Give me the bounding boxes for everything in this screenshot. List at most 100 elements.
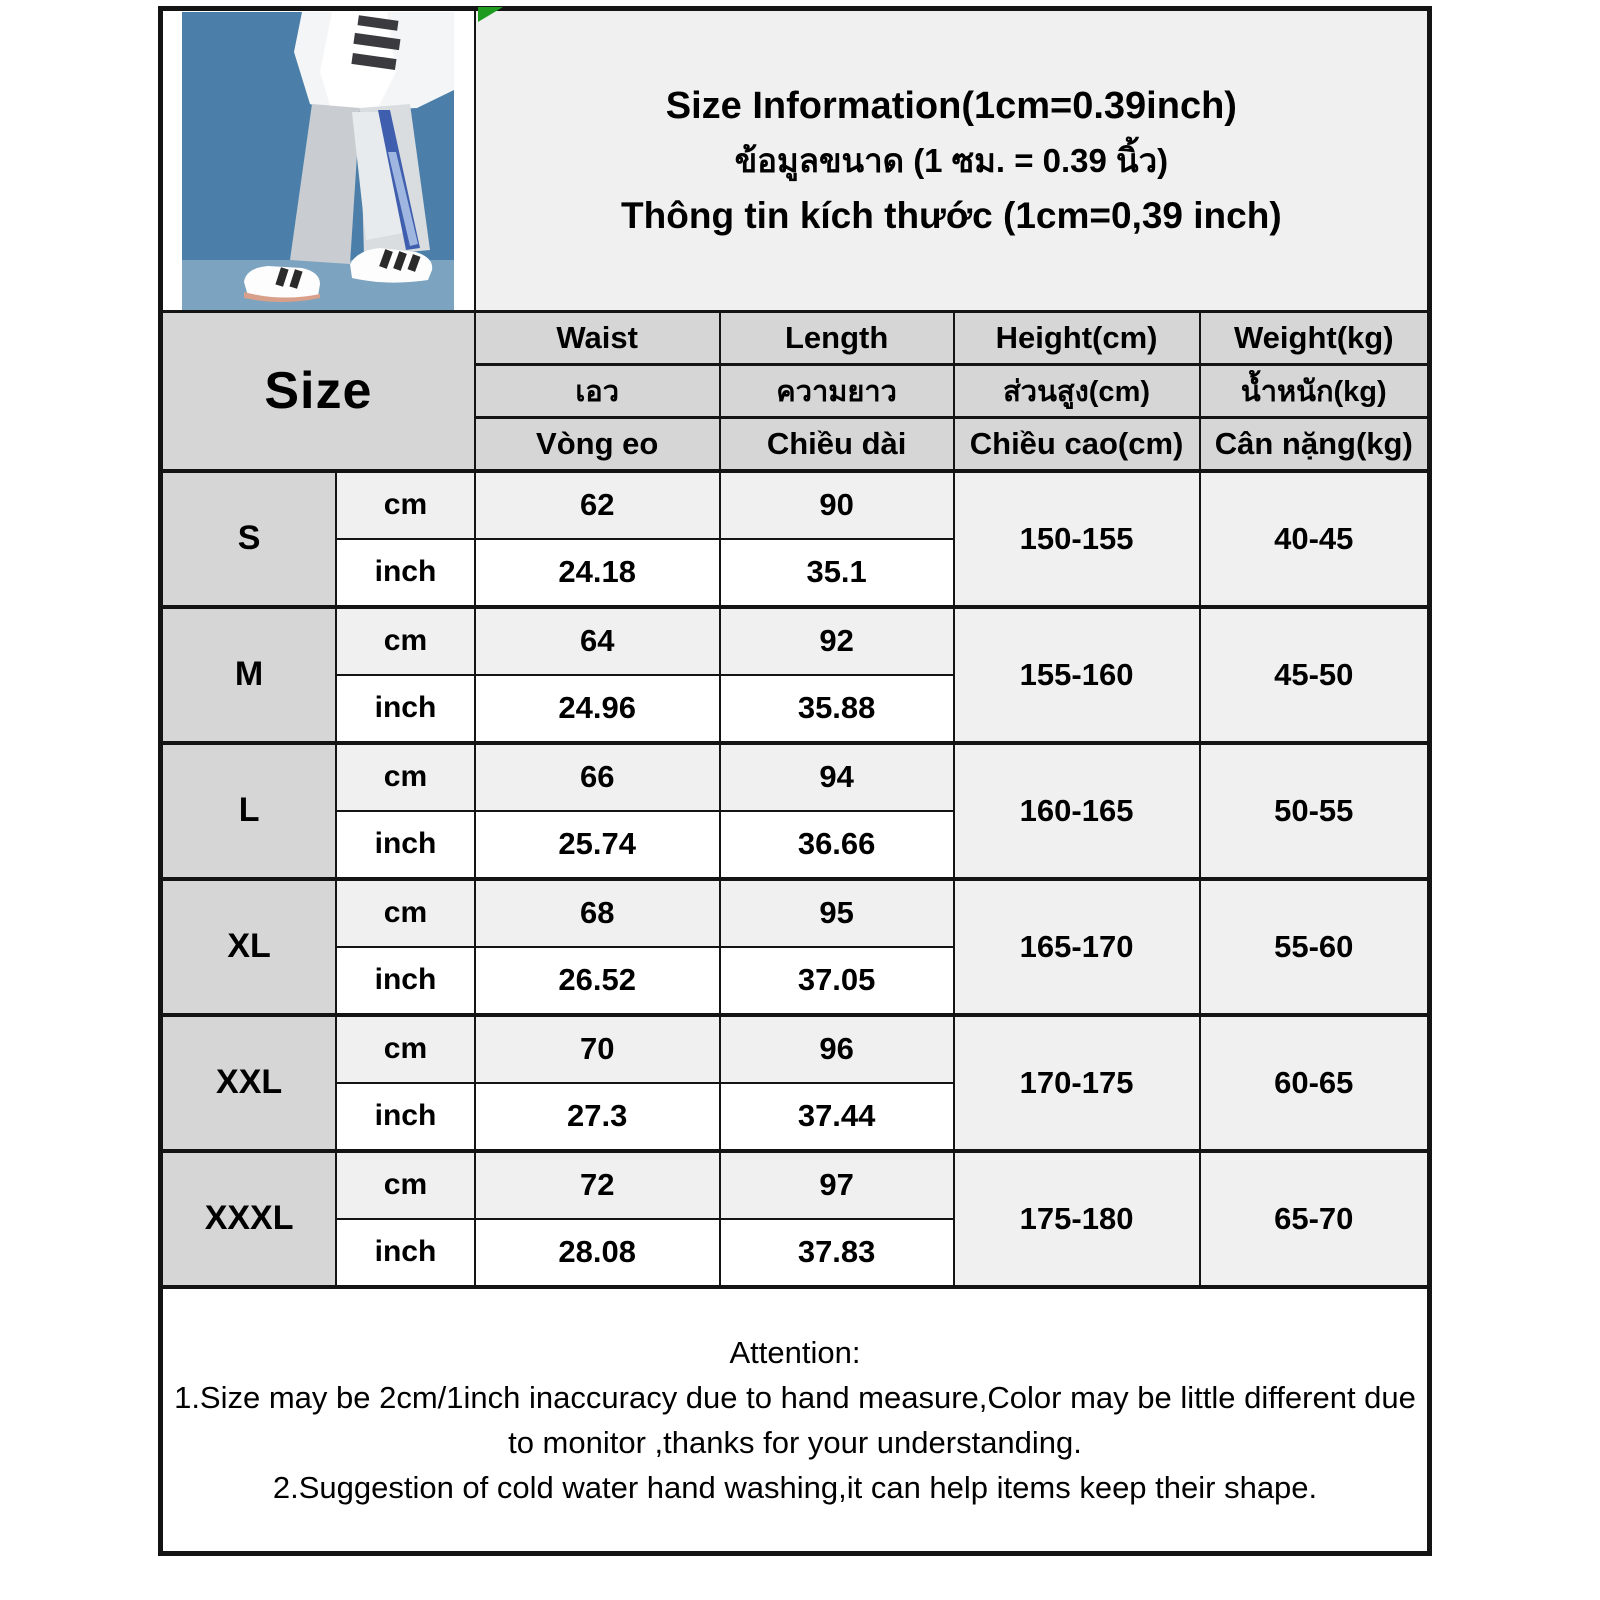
height-range-value: 175-180 [952, 1148, 1201, 1288]
unit-inch-label: inch [335, 1081, 476, 1152]
size-cell: XL [159, 876, 338, 1016]
table-row-m-inch: inch 24.96 35.88 [161, 673, 1430, 744]
waist-cm-value: 72 [473, 1148, 721, 1220]
unit-inch-label: inch [335, 809, 476, 880]
waist-inch-value: 28.08 [473, 1217, 721, 1288]
header-height-en: Height(cm) [952, 310, 1201, 366]
unit-cm-label: cm [335, 468, 476, 540]
header-row-english: Size Waist Length Height(cm) Weight(kg) [159, 310, 1431, 472]
header-waist-th: เอว [473, 363, 721, 419]
weight-range-value: 60-65 [1198, 1012, 1431, 1152]
size-cell: XXXL [159, 1148, 338, 1288]
unit-cm-label: cm [335, 1148, 476, 1220]
weight-range-value: 65-70 [1198, 1148, 1431, 1288]
height-range-value: 165-170 [952, 876, 1201, 1016]
title-thai: ข้อมูลขนาด (1 ซม. = 0.39 นิ้ว) [734, 141, 1169, 179]
attention-note-1: 1.Size may be 2cm/1inch inaccuracy due t… [174, 1379, 1416, 1460]
size-cell: S [159, 468, 338, 608]
attention-row: Attention: 1.Size may be 2cm/1inch inacc… [159, 1284, 1431, 1554]
length-cm-value: 96 [718, 1012, 955, 1084]
header-length-th: ความยาว [718, 363, 955, 419]
height-range-value: 170-175 [952, 1012, 1201, 1152]
table-row-s-cm: S cm 62 90 150-155 40-45 [159, 468, 1431, 608]
header-weight-vi: Cân nặng(kg) [1198, 416, 1431, 472]
product-photo [182, 12, 455, 310]
length-inch-value: 37.83 [718, 1217, 955, 1288]
table-row-xxl-cm: XXL cm 70 96 170-175 60-65 [159, 1012, 1431, 1152]
pants-stripe-light [388, 152, 419, 246]
attention-note: Attention: 1.Size may be 2cm/1inch inacc… [159, 1284, 1431, 1554]
height-range-value: 150-155 [952, 468, 1201, 608]
size-cell: XXL [159, 1012, 338, 1152]
weight-range-value: 45-50 [1198, 604, 1431, 744]
product-photo-cell [159, 7, 476, 313]
waist-inch-value: 24.96 [473, 673, 721, 744]
length-cm-value: 94 [718, 740, 955, 812]
length-cm-value: 97 [718, 1148, 955, 1220]
size-chart-table: Size Information(1cm=0.39inch) ข้อมูลขนา… [158, 6, 1432, 1556]
length-inch-value: 36.66 [718, 809, 955, 880]
height-range-value: 155-160 [952, 604, 1201, 744]
waist-inch-value: 25.74 [473, 809, 721, 880]
table-row-xl-cm: XL cm 68 95 165-170 55-60 [159, 876, 1431, 1016]
header-length-vi: Chiều dài [718, 416, 955, 472]
header-weight-en: Weight(kg) [1198, 310, 1431, 366]
length-inch-value: 37.44 [718, 1081, 955, 1152]
attention-note-2: 2.Suggestion of cold water hand washing,… [272, 1469, 1318, 1505]
length-cm-value: 95 [718, 876, 955, 948]
sneaker-right [350, 248, 433, 283]
header-waist-vi: Vòng eo [473, 416, 721, 472]
table-row-xxxl-cm: XXXL cm 72 97 175-180 65-70 [159, 1148, 1431, 1288]
header-row-vietnamese: Vòng eo Chiều dài Chiều cao(cm) Cân nặng… [161, 416, 1431, 472]
table-row-xl-inch: inch 26.52 37.05 [161, 945, 1430, 1016]
header-weight-th: น้ำหนัก(kg) [1198, 363, 1431, 419]
unit-cm-label: cm [335, 876, 476, 948]
length-cm-value: 92 [718, 604, 955, 676]
header-height-vi: Chiều cao(cm) [952, 416, 1201, 472]
unit-inch-label: inch [335, 537, 476, 608]
length-cm-value: 90 [718, 468, 955, 540]
waist-inch-value: 26.52 [473, 945, 721, 1016]
table-row-l-cm: L cm 66 94 160-165 50-55 [159, 740, 1431, 880]
header-height-th: ส่วนสูง(cm) [952, 363, 1201, 419]
waist-inch-value: 27.3 [473, 1081, 721, 1152]
weight-range-value: 40-45 [1198, 468, 1431, 608]
waist-cm-value: 62 [473, 468, 721, 540]
green-corner-marker-icon [478, 7, 503, 22]
header-row-thai: เอว ความยาว ส่วนสูง(cm) น้ำหนัก(kg) [161, 363, 1431, 419]
size-cell: L [159, 740, 338, 880]
height-range-value: 160-165 [952, 740, 1201, 880]
unit-cm-label: cm [335, 1012, 476, 1084]
title-cell: Size Information(1cm=0.39inch) ข้อมูลขนา… [473, 7, 1431, 313]
model-pants-left-leg [290, 104, 361, 264]
length-inch-value: 35.88 [718, 673, 955, 744]
title-english: Size Information(1cm=0.39inch) [665, 84, 1237, 127]
waist-cm-value: 66 [473, 740, 721, 812]
unit-inch-label: inch [335, 945, 476, 1016]
waist-cm-value: 70 [473, 1012, 721, 1084]
attention-heading: Attention: [729, 1334, 861, 1370]
header-length-en: Length [718, 310, 955, 366]
pants-highlight [352, 112, 409, 240]
size-cell: M [159, 604, 338, 744]
table-row-s-inch: inch 24.18 35.1 [161, 537, 1430, 608]
table-row-m-cm: M cm 64 92 155-160 45-50 [159, 604, 1431, 744]
table-row-l-inch: inch 25.74 36.66 [161, 809, 1430, 880]
length-inch-value: 37.05 [718, 945, 955, 1016]
table-row-xxxl-inch: inch 28.08 37.83 [161, 1217, 1430, 1288]
top-print [351, 15, 401, 71]
header-waist-en: Waist [473, 310, 721, 366]
weight-range-value: 55-60 [1198, 876, 1431, 1016]
waist-cm-value: 64 [473, 604, 721, 676]
size-column-header: Size [159, 310, 476, 472]
weight-range-value: 50-55 [1198, 740, 1431, 880]
waist-inch-value: 24.18 [473, 537, 721, 608]
sneaker-left [244, 266, 321, 302]
table-row-xxl-inch: inch 27.3 37.44 [161, 1081, 1430, 1152]
unit-inch-label: inch [335, 1217, 476, 1288]
unit-cm-label: cm [335, 604, 476, 676]
title-vietnamese: Thông tin kích thước (1cm=0,39 inch) [621, 194, 1282, 236]
length-inch-value: 35.1 [718, 537, 955, 608]
unit-inch-label: inch [335, 673, 476, 744]
